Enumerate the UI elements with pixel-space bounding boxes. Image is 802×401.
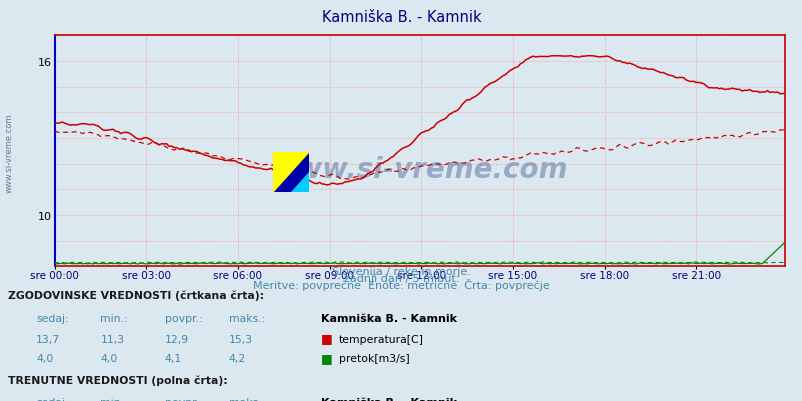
Text: 11,3: 11,3 — [100, 334, 124, 344]
Text: 4,2: 4,2 — [229, 353, 245, 363]
Text: povpr.:: povpr.: — [164, 397, 202, 401]
Text: Kamniška B. - Kamnik: Kamniška B. - Kamnik — [321, 313, 456, 323]
Text: ZGODOVINSKE VREDNOSTI (črtkana črta):: ZGODOVINSKE VREDNOSTI (črtkana črta): — [8, 290, 264, 301]
Text: Kamniška B. - Kamnik: Kamniška B. - Kamnik — [322, 10, 480, 25]
Text: sedaj:: sedaj: — [36, 397, 69, 401]
Text: 13,7: 13,7 — [36, 334, 60, 344]
Text: povpr.:: povpr.: — [164, 313, 202, 323]
Text: pretok[m3/s]: pretok[m3/s] — [338, 353, 409, 363]
Text: temperatura[C]: temperatura[C] — [338, 334, 423, 344]
Polygon shape — [273, 152, 309, 192]
Bar — [291, 152, 309, 192]
Text: 12,9: 12,9 — [164, 334, 188, 344]
Text: www.si-vreme.com: www.si-vreme.com — [5, 113, 14, 192]
Text: 4,1: 4,1 — [164, 353, 181, 363]
Text: ■: ■ — [321, 332, 333, 344]
Text: zadnji dan / 5 minut.: zadnji dan / 5 minut. — [343, 273, 459, 284]
Text: 15,3: 15,3 — [229, 334, 253, 344]
Text: TRENUTNE VREDNOSTI (polna črta):: TRENUTNE VREDNOSTI (polna črta): — [8, 375, 228, 385]
Text: maks.:: maks.: — [229, 313, 265, 323]
Text: Kamniška B. - Kamnik: Kamniška B. - Kamnik — [321, 397, 456, 401]
Polygon shape — [273, 152, 309, 192]
Text: sedaj:: sedaj: — [36, 313, 69, 323]
Text: min.:: min.: — [100, 397, 128, 401]
Text: Meritve: povprečne  Enote: metrične  Črta: povprečje: Meritve: povprečne Enote: metrične Črta:… — [253, 279, 549, 291]
Polygon shape — [273, 152, 309, 192]
Polygon shape — [291, 172, 309, 192]
Bar — [273, 152, 291, 192]
Text: min.:: min.: — [100, 313, 128, 323]
Text: Slovenija / reke in morje.: Slovenija / reke in morje. — [332, 267, 470, 277]
Polygon shape — [273, 152, 309, 192]
Text: 4,0: 4,0 — [100, 353, 118, 363]
Text: maks.:: maks.: — [229, 397, 265, 401]
Text: ■: ■ — [321, 351, 333, 364]
Text: www.si-vreme.com: www.si-vreme.com — [271, 156, 568, 184]
Text: 4,0: 4,0 — [36, 353, 54, 363]
